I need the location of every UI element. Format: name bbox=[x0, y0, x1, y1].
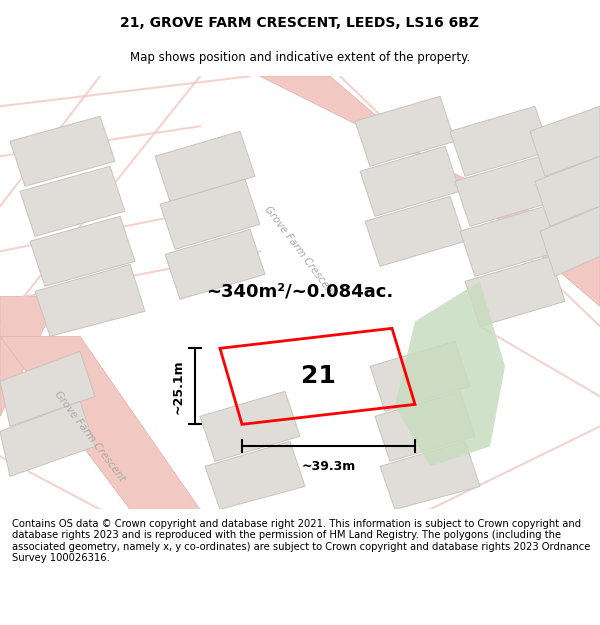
Polygon shape bbox=[465, 256, 565, 326]
Polygon shape bbox=[200, 391, 300, 461]
Text: ~39.3m: ~39.3m bbox=[301, 461, 356, 473]
Text: Grove Farm Crescent: Grove Farm Crescent bbox=[53, 389, 127, 484]
Polygon shape bbox=[0, 336, 200, 509]
Polygon shape bbox=[395, 281, 505, 466]
Polygon shape bbox=[0, 296, 60, 416]
Polygon shape bbox=[0, 351, 95, 426]
Text: ~25.1m: ~25.1m bbox=[172, 359, 185, 414]
Polygon shape bbox=[30, 216, 135, 286]
Polygon shape bbox=[165, 229, 265, 299]
Polygon shape bbox=[10, 116, 115, 186]
Text: 21, GROVE FARM CRESCENT, LEEDS, LS16 6BZ: 21, GROVE FARM CRESCENT, LEEDS, LS16 6BZ bbox=[121, 16, 479, 30]
Polygon shape bbox=[530, 106, 600, 176]
Text: Contains OS data © Crown copyright and database right 2021. This information is : Contains OS data © Crown copyright and d… bbox=[12, 519, 590, 563]
Text: ~340m²/~0.084ac.: ~340m²/~0.084ac. bbox=[206, 282, 394, 300]
Text: Map shows position and indicative extent of the property.: Map shows position and indicative extent… bbox=[130, 51, 470, 64]
Polygon shape bbox=[540, 206, 600, 276]
Polygon shape bbox=[360, 146, 460, 216]
Polygon shape bbox=[365, 196, 465, 266]
Polygon shape bbox=[35, 264, 145, 336]
Text: Grove Farm Crescent: Grove Farm Crescent bbox=[263, 204, 337, 298]
Polygon shape bbox=[370, 341, 470, 411]
Polygon shape bbox=[20, 166, 125, 236]
Polygon shape bbox=[460, 206, 560, 276]
Polygon shape bbox=[260, 76, 600, 306]
Polygon shape bbox=[355, 96, 455, 166]
Polygon shape bbox=[375, 391, 475, 461]
Polygon shape bbox=[160, 179, 260, 249]
Polygon shape bbox=[205, 441, 305, 509]
Polygon shape bbox=[0, 401, 95, 476]
Polygon shape bbox=[450, 106, 550, 176]
Polygon shape bbox=[535, 156, 600, 226]
Polygon shape bbox=[380, 441, 480, 509]
Polygon shape bbox=[155, 131, 255, 201]
Text: 21: 21 bbox=[301, 364, 335, 388]
Polygon shape bbox=[455, 156, 555, 226]
